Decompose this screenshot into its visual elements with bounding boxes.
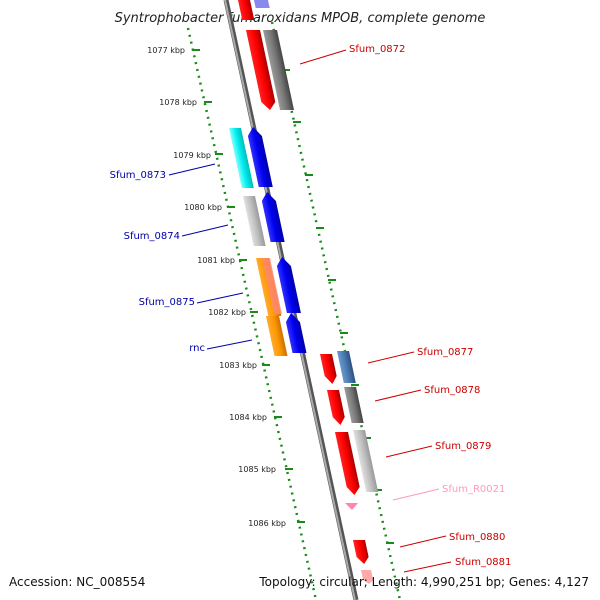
connector-sfum-0872 — [299, 49, 347, 65]
label-sfum-0879[interactable]: Sfum_0879 — [435, 441, 491, 452]
gene-sfum-0877-steel[interactable] — [337, 351, 356, 383]
label-sfum-0872[interactable]: Sfum_0872 — [349, 44, 405, 55]
accession-text: Accession: NC_008554 — [9, 575, 145, 589]
label-sfum-0878[interactable]: Sfum_0878 — [424, 385, 480, 396]
gene-rnc-arrow[interactable] — [266, 316, 288, 356]
gene-top-red-stub[interactable] — [238, 0, 255, 20]
gene-sfum-0878-gray[interactable] — [344, 387, 364, 423]
connector-sfum-r0021 — [392, 488, 440, 501]
connector-sfum-0874 — [181, 224, 229, 237]
label-sfum-0875[interactable]: Sfum_0875 — [139, 297, 195, 308]
gene-salmon-arrow[interactable] — [262, 258, 282, 314]
tick-label-1082: 1082 kbp — [208, 308, 246, 317]
gene-sfum-0878-arrow[interactable] — [327, 390, 346, 425]
label-sfum-0881[interactable]: Sfum_0881 — [455, 557, 511, 568]
connector-sfum-0878 — [374, 389, 422, 402]
connector-sfum-0880 — [399, 535, 447, 548]
tick-label-1083: 1083 kbp — [219, 361, 257, 370]
gene-blue-arrow-1[interactable] — [246, 127, 273, 187]
gene-sfum-0874-arrow[interactable] — [243, 196, 266, 246]
connector-sfum-0877 — [367, 351, 415, 364]
gene-top-purple-stub[interactable] — [254, 0, 270, 8]
ruler-tick-marks — [192, 49, 305, 523]
connector-sfum-0879 — [385, 445, 433, 458]
gene-sfum-0873-arrow[interactable] — [229, 128, 254, 188]
tick-label-1079: 1079 kbp — [173, 151, 211, 160]
tick-label-1086: 1086 kbp — [248, 519, 286, 528]
label-sfum-0877[interactable]: Sfum_0877 — [417, 347, 473, 358]
ruler-inner-line — [270, 21, 402, 600]
label-sfum-0873[interactable]: Sfum_0873 — [110, 170, 166, 181]
gene-sfum-0879-arrow[interactable] — [335, 432, 361, 495]
gene-blue-arrow-4[interactable] — [284, 313, 307, 353]
gene-sfum-0872-arrow[interactable] — [246, 30, 277, 110]
gene-sfum-0879-lightgray[interactable] — [353, 430, 379, 492]
gene-sfum-0872-gray[interactable] — [263, 30, 295, 110]
connector-sfum-0875 — [196, 292, 244, 304]
gene-sfum-0881-arrow[interactable] — [361, 570, 374, 584]
connector-sfum-0881 — [403, 561, 452, 573]
label-sfum-r0021[interactable]: Sfum_R0021 — [442, 484, 505, 495]
tick-label-1081: 1081 kbp — [197, 256, 235, 265]
label-sfum-0874[interactable]: Sfum_0874 — [124, 231, 180, 242]
label-sfum-0880[interactable]: Sfum_0880 — [449, 532, 505, 543]
tick-label-1078: 1078 kbp — [159, 98, 197, 107]
gene-blue-arrow-2[interactable] — [260, 192, 285, 242]
genome-summary-text: Topology: circular; Length: 4,990,251 bp… — [258, 575, 589, 589]
gene-sfum-r0021-marker[interactable] — [345, 503, 358, 510]
tick-label-1085: 1085 kbp — [238, 465, 276, 474]
label-rnc[interactable]: rnc — [189, 343, 205, 354]
connector-rnc — [206, 339, 253, 350]
tick-label-1080: 1080 kbp — [184, 203, 222, 212]
connector-sfum-0873 — [168, 163, 216, 176]
gene-blue-arrow-3[interactable] — [275, 257, 301, 313]
tick-label-1084: 1084 kbp — [229, 413, 267, 422]
map-title: Syntrophobacter fumaroxidans MPOB, compl… — [115, 11, 486, 26]
tick-label-1077: 1077 kbp — [147, 46, 185, 55]
gene-sfum-0880-arrow[interactable] — [353, 540, 370, 564]
gene-sfum-0877-arrow[interactable] — [320, 354, 338, 384]
